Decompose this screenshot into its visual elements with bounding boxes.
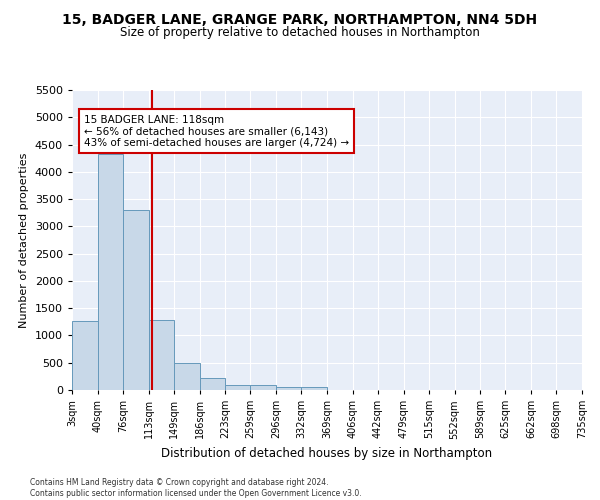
Bar (174, 364, 199, 390)
Y-axis label: Number of detached properties: Number of detached properties (19, 152, 29, 328)
Bar (301, 387, 327, 390)
Bar (250, 386, 276, 390)
Bar (225, 385, 250, 390)
Bar (149, 320, 174, 390)
Bar (98, 154, 123, 390)
Text: 15 BADGER LANE: 118sqm
← 56% of detached houses are smaller (6,143)
43% of semi-: 15 BADGER LANE: 118sqm ← 56% of detached… (84, 114, 349, 148)
Bar (199, 378, 225, 390)
Bar (72, 322, 98, 390)
Bar (123, 210, 149, 390)
Bar (276, 387, 301, 390)
X-axis label: Distribution of detached houses by size in Northampton: Distribution of detached houses by size … (161, 447, 493, 460)
Text: Contains HM Land Registry data © Crown copyright and database right 2024.
Contai: Contains HM Land Registry data © Crown c… (30, 478, 362, 498)
Text: 15, BADGER LANE, GRANGE PARK, NORTHAMPTON, NN4 5DH: 15, BADGER LANE, GRANGE PARK, NORTHAMPTO… (62, 12, 538, 26)
Text: Size of property relative to detached houses in Northampton: Size of property relative to detached ho… (120, 26, 480, 39)
